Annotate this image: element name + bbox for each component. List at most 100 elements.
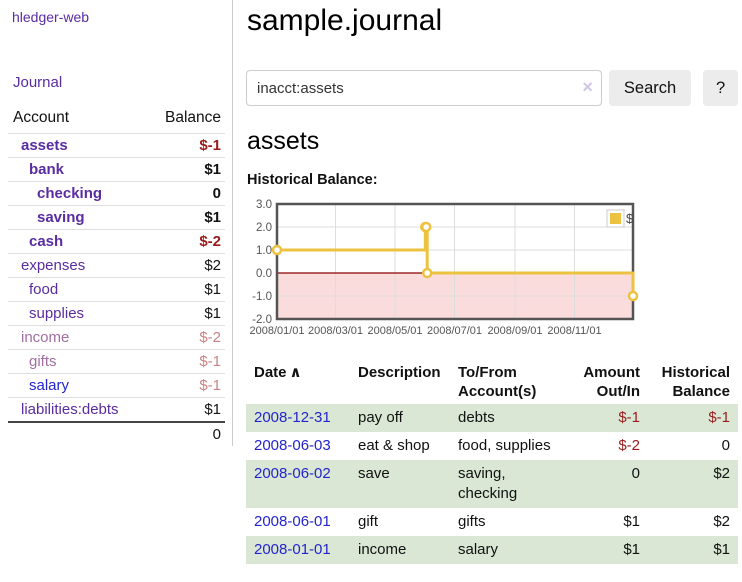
account-balance: $-1 [146, 349, 225, 374]
account-balance: $1 [146, 301, 225, 326]
transaction-row: 2008-06-02 save saving, checking 0 $2 [246, 460, 738, 508]
account-balance: $2 [146, 253, 225, 278]
account-link[interactable]: gifts [29, 353, 57, 370]
transaction-description: eat & shop [358, 437, 430, 454]
transaction-amount: $1 [623, 513, 640, 530]
transaction-accounts: saving, checking [458, 465, 518, 502]
main-content: sample.journal × Search ? assets Histori… [246, 0, 738, 564]
legend-label: $ [626, 211, 634, 226]
accounts-table: Account Balance assets $-1 bank $1 checking 0… [8, 105, 225, 446]
data-point-marker [421, 267, 433, 279]
col-account: Account [8, 105, 147, 134]
register-table: Date ∧ Description To/From Account(s) Amo… [246, 360, 738, 564]
account-link[interactable]: salary [29, 377, 70, 394]
transaction-date-link[interactable]: 2008-06-01 [254, 513, 331, 530]
transaction-amount: $-2 [618, 437, 640, 454]
account-link[interactable]: bank [29, 161, 65, 178]
transaction-description: income [358, 541, 407, 558]
app-brand-link[interactable]: hledger-web [12, 9, 90, 25]
x-tick-label: 2008/11/01 [547, 325, 601, 337]
historical-balance-chart[interactable]: $3.0 2.0 1.0 0.0 -1.0 -2.0 2008/01/01 2008/03/0… [246, 197, 738, 339]
sort-asc-icon: ∧ [289, 364, 302, 381]
transaction-row: 2008-06-03 eat & shop food, supplies $-2 0 [246, 432, 738, 460]
data-point-marker [627, 290, 639, 302]
transaction-description: save [358, 465, 390, 482]
sidebar-item-journal[interactable]: Journal [13, 74, 63, 91]
transaction-description: pay off [358, 409, 403, 426]
account-balance: $-1 [146, 133, 225, 158]
y-tick-label: 1.0 [256, 245, 272, 257]
chart-title: Historical Balance: [247, 172, 378, 188]
account-row: expenses $2 [8, 253, 225, 278]
search-form: × Search ? [246, 70, 738, 106]
help-button[interactable]: ? [703, 70, 738, 106]
account-row: supplies $1 [8, 301, 225, 326]
accounts-total-row: 0 [8, 421, 225, 446]
transaction-description: gift [358, 513, 379, 530]
account-row: checking 0 [8, 181, 225, 206]
account-balance: $-2 [146, 229, 225, 254]
y-tick-label: -1.0 [252, 291, 272, 303]
account-balance: $-1 [146, 373, 225, 398]
transaction-balance: $-1 [708, 409, 730, 426]
y-tick-label: 2.0 [256, 222, 272, 234]
y-tick-label: 3.0 [256, 199, 272, 211]
account-balance: $1 [146, 397, 225, 423]
search-input[interactable] [246, 70, 602, 106]
account-row: liabilities:debts $1 [8, 397, 225, 423]
transaction-date-link[interactable]: 2008-06-02 [254, 465, 331, 482]
account-link[interactable]: liabilities:debts [21, 401, 119, 418]
col-amount: Amount Out/In [583, 364, 640, 400]
clear-search-icon[interactable]: × [582, 77, 593, 97]
transaction-amount: $1 [623, 541, 640, 558]
x-tick-label: 2008/01/01 [249, 325, 304, 337]
transaction-amount: 0 [631, 465, 640, 482]
y-tick-label: -2.0 [252, 314, 272, 326]
x-tick-label: 2008/09/01 [487, 325, 542, 337]
transaction-date-link[interactable]: 2008-01-01 [254, 541, 331, 558]
account-link[interactable]: assets [21, 137, 68, 154]
transaction-accounts: gifts [458, 513, 486, 530]
y-tick-label: 0.0 [256, 268, 272, 280]
transaction-balance: $1 [713, 541, 730, 558]
register-header-row: Date ∧ Description To/From Account(s) Amo… [246, 360, 738, 404]
transaction-row: 2008-06-01 gift gifts $1 $2 [246, 508, 738, 536]
x-tick-label: 2008/07/01 [427, 325, 482, 337]
account-balance: $-2 [146, 325, 225, 350]
transaction-balance: $2 [713, 513, 730, 530]
account-link[interactable]: checking [37, 185, 103, 202]
accounts-header-row: Account Balance [8, 105, 225, 134]
register-tbody: 2008-12-31 pay off debts $-1 $-1 2008-06-03 ea… [246, 404, 738, 564]
transaction-row: 2008-01-01 income salary $1 $1 [246, 536, 738, 564]
col-description: Description [358, 364, 441, 381]
col-date[interactable]: Date ∧ [254, 364, 302, 381]
account-row: income $-2 [8, 325, 225, 350]
account-row: cash $-2 [8, 229, 225, 254]
transaction-date-link[interactable]: 2008-12-31 [254, 409, 331, 426]
transaction-date-link[interactable]: 2008-06-03 [254, 437, 331, 454]
col-historical-balance: Historical Balance [661, 364, 730, 400]
account-row: food $1 [8, 277, 225, 302]
transaction-balance: $2 [713, 465, 730, 482]
col-balance: Balance [146, 105, 225, 134]
account-link[interactable]: cash [29, 233, 64, 250]
transaction-row: 2008-12-31 pay off debts $-1 $-1 [246, 404, 738, 432]
legend-swatch [610, 213, 621, 224]
account-row: assets $-1 [8, 133, 225, 158]
account-link[interactable]: expenses [21, 257, 86, 274]
account-balance: $1 [146, 277, 225, 302]
account-row: gifts $-1 [8, 349, 225, 374]
account-link[interactable]: food [29, 281, 59, 298]
account-row: bank $1 [8, 157, 225, 182]
accounts-tbody: assets $-1 bank $1 checking 0 saving $1 cash $-2 e… [8, 133, 225, 423]
account-link[interactable]: saving [37, 209, 85, 226]
transaction-balance: 0 [721, 437, 730, 454]
transaction-accounts: food, supplies [458, 437, 551, 454]
search-button[interactable]: Search [608, 70, 692, 106]
account-balance: $1 [146, 205, 225, 230]
transaction-amount: $-1 [618, 409, 640, 426]
account-link[interactable]: supplies [29, 305, 85, 322]
sidebar: hledger-web Journal Account Balance asse… [0, 0, 233, 446]
account-link[interactable]: income [21, 329, 70, 346]
